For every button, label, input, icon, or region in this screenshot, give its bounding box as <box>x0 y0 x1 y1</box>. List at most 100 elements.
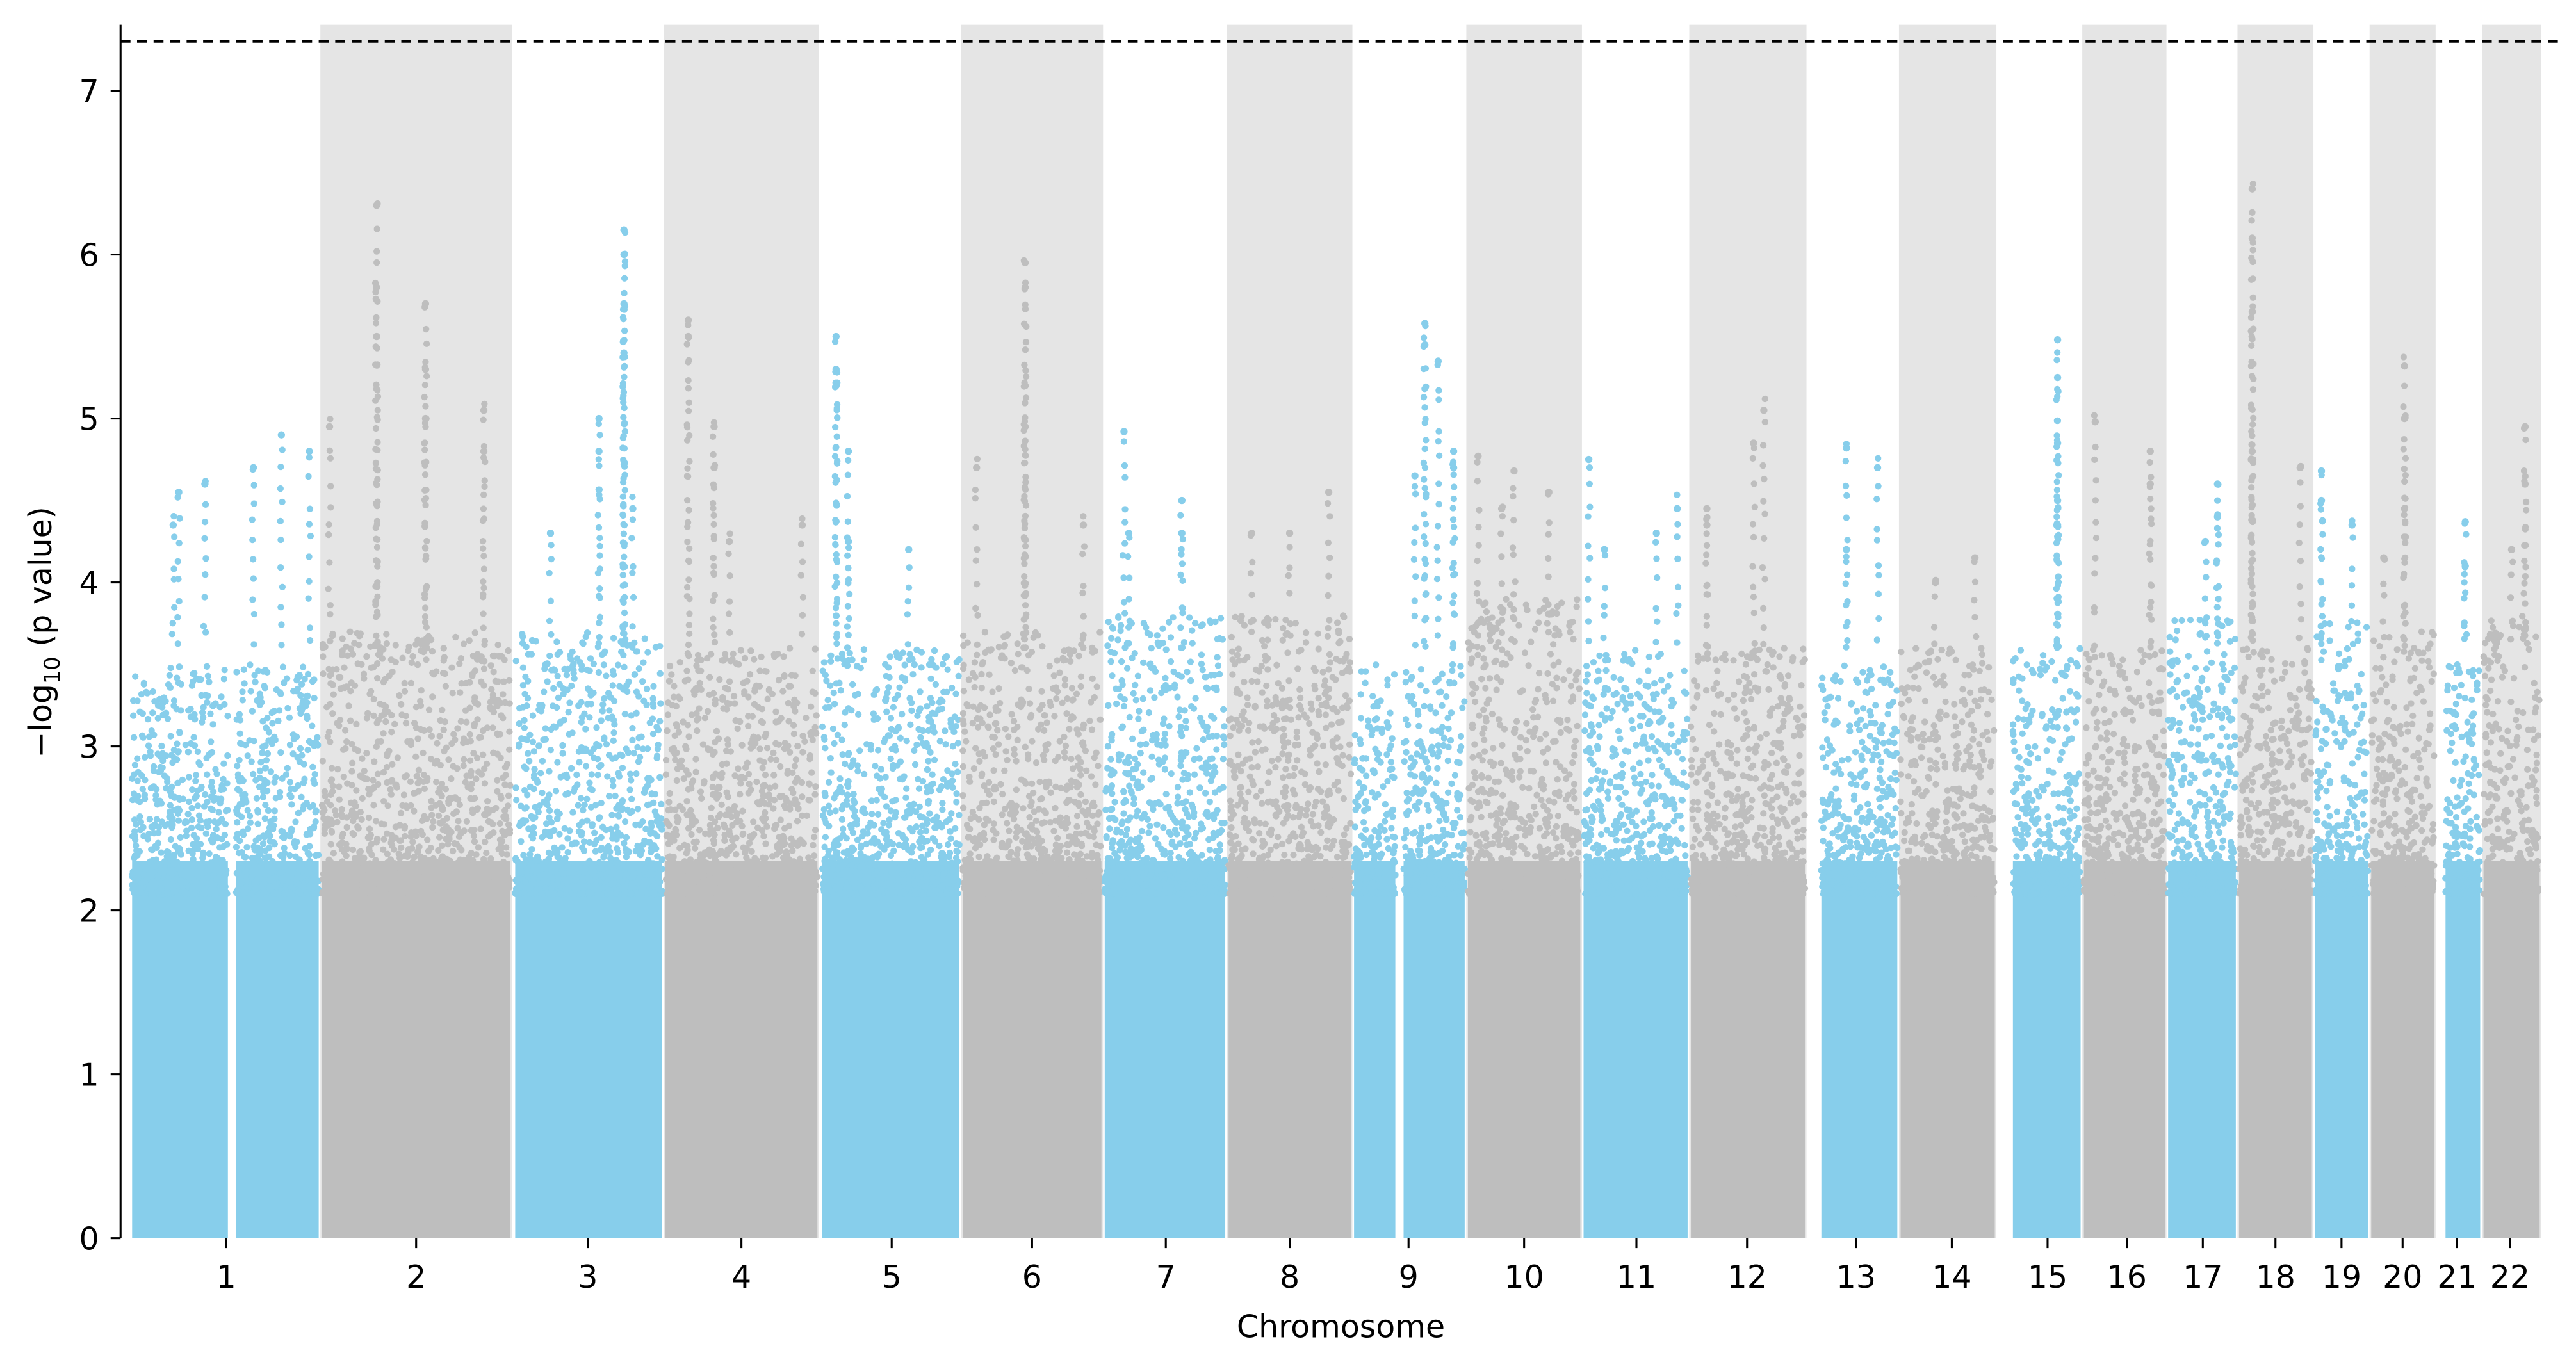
data-point <box>907 721 914 728</box>
data-point <box>452 633 459 641</box>
data-point <box>685 357 692 364</box>
data-point <box>343 643 350 651</box>
data-point <box>252 854 260 861</box>
data-point <box>277 485 284 492</box>
data-point <box>194 748 202 756</box>
data-point <box>981 629 989 636</box>
data-point <box>363 750 370 757</box>
data-point <box>413 772 420 780</box>
data-point <box>563 672 571 679</box>
data-point <box>565 709 572 716</box>
data-point <box>361 675 368 682</box>
data-point <box>132 836 139 843</box>
data-point <box>629 724 636 732</box>
data-point <box>678 757 685 764</box>
top-hit-point <box>546 530 555 537</box>
data-point <box>591 829 598 836</box>
data-point <box>551 667 558 674</box>
data-point <box>389 761 396 768</box>
data-point <box>944 767 951 774</box>
data-point <box>548 542 555 549</box>
data-point <box>812 783 819 790</box>
data-point <box>825 802 833 809</box>
data-point <box>553 846 560 853</box>
data-point <box>167 684 174 691</box>
data-point <box>595 524 603 531</box>
data-point <box>309 802 316 809</box>
data-point <box>494 880 502 888</box>
data-point <box>735 885 742 892</box>
data-point <box>629 493 636 501</box>
data-point <box>586 779 593 786</box>
data-point <box>158 849 165 856</box>
data-point <box>622 883 630 891</box>
data-point <box>665 866 672 873</box>
data-point <box>526 758 533 765</box>
data-point <box>320 870 327 878</box>
data-point <box>350 817 357 825</box>
data-point <box>908 707 915 715</box>
data-point <box>471 720 478 727</box>
data-point <box>408 885 416 892</box>
data-point <box>167 664 174 672</box>
data-point <box>164 715 172 722</box>
data-point <box>904 641 911 648</box>
data-point <box>374 612 381 619</box>
data-point <box>374 439 381 446</box>
data-point <box>164 820 171 828</box>
data-point <box>630 594 637 601</box>
data-point <box>521 879 529 886</box>
data-point <box>710 884 717 891</box>
data-point <box>863 840 870 848</box>
data-point <box>494 788 501 795</box>
data-point <box>751 890 759 897</box>
data-point <box>909 671 917 678</box>
data-point <box>232 843 240 851</box>
data-point <box>374 770 382 777</box>
data-point <box>378 712 385 720</box>
data-point <box>724 793 731 800</box>
dense-points-region <box>515 861 662 1238</box>
data-point <box>436 733 443 740</box>
data-point <box>674 818 681 825</box>
data-point <box>299 806 307 813</box>
data-point <box>883 672 890 680</box>
data-point <box>348 870 355 877</box>
data-point <box>856 747 863 754</box>
data-point <box>649 883 656 890</box>
data-point <box>610 729 617 736</box>
data-point <box>704 654 711 662</box>
data-point <box>411 870 418 878</box>
data-point <box>546 807 553 815</box>
data-point <box>278 621 285 628</box>
data-point <box>873 686 881 693</box>
data-point <box>715 850 723 857</box>
data-point <box>448 740 455 747</box>
data-point <box>943 653 950 660</box>
data-point <box>721 651 729 658</box>
data-point <box>454 725 461 732</box>
data-point <box>655 741 662 749</box>
data-point <box>500 882 507 890</box>
data-point <box>421 814 428 822</box>
data-point <box>264 750 272 758</box>
data-point <box>521 724 528 731</box>
data-point <box>484 724 491 731</box>
data-point <box>327 601 334 609</box>
data-point <box>844 603 852 610</box>
data-point <box>286 742 294 749</box>
data-point <box>720 705 727 712</box>
data-point <box>169 620 176 627</box>
data-point <box>667 836 674 843</box>
data-point <box>685 557 692 564</box>
data-point <box>278 642 285 649</box>
data-point <box>467 738 474 745</box>
data-point <box>500 678 507 685</box>
data-point <box>420 890 427 898</box>
data-point <box>640 659 647 666</box>
data-point <box>262 801 269 809</box>
data-point <box>573 771 580 779</box>
data-point <box>338 875 345 883</box>
data-point <box>254 807 261 815</box>
data-point <box>529 835 537 842</box>
